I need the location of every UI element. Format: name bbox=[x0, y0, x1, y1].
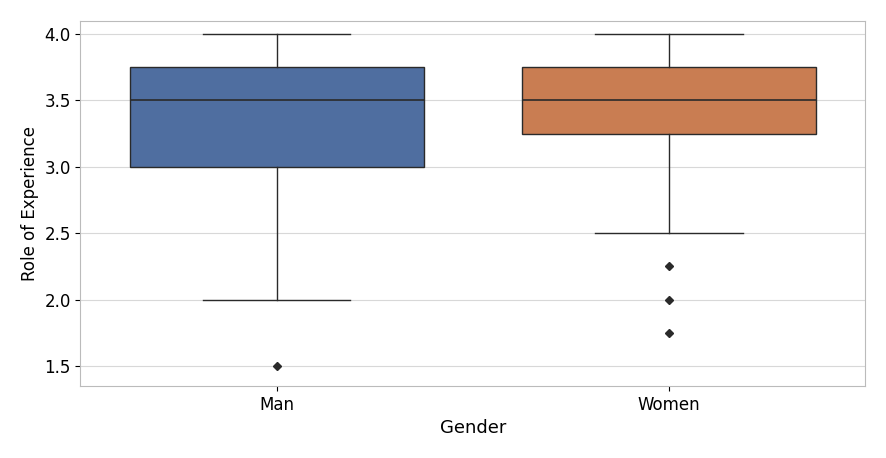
Y-axis label: Role of Experience: Role of Experience bbox=[21, 126, 39, 281]
PathPatch shape bbox=[129, 67, 424, 167]
PathPatch shape bbox=[522, 67, 816, 134]
X-axis label: Gender: Gender bbox=[439, 419, 506, 437]
